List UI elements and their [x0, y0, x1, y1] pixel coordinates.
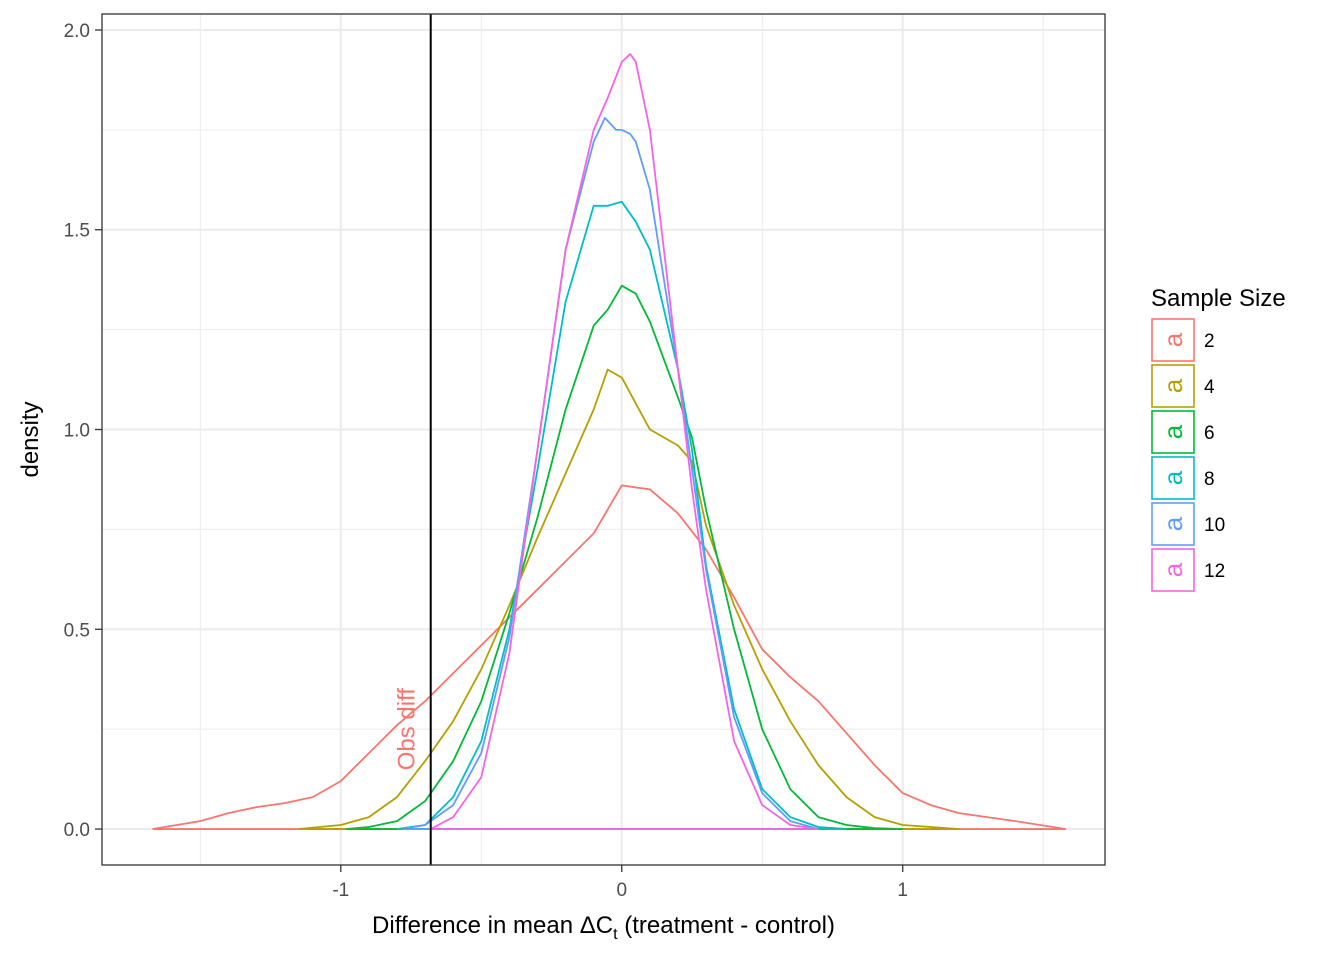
x-axis-title-suffix: (treatment - control)	[618, 912, 835, 939]
density-line-n2	[152, 484, 1066, 830]
legend-key-glyph: a	[1158, 378, 1188, 393]
y-tick-label: 0.0	[64, 820, 90, 841]
legend-title: Sample Size	[1151, 285, 1286, 312]
axes: -1 0 1 0.0 0.5 1.0 1.5 2.0	[64, 21, 908, 901]
x-axis-title: Difference in mean ΔCt (treatment - cont…	[372, 912, 835, 943]
legend-key-n2	[1151, 318, 1195, 362]
legend-label-n10: 10	[1204, 515, 1225, 536]
legend-label-n8: 8	[1204, 469, 1215, 490]
y-tick-label: 0.5	[64, 620, 90, 641]
x-tick-label: 0	[616, 880, 627, 901]
x-axis-title-subscript: t	[613, 926, 618, 943]
x-axis-title-var: C	[596, 912, 613, 939]
legend: Sample Size a 2 a 4 a 6 a 8 a 10 a 12	[1151, 285, 1286, 592]
x-tick-label: 1	[897, 880, 908, 901]
legend-key-glyph: a	[1158, 562, 1188, 577]
density-line-n10	[402, 117, 819, 830]
density-line-n12	[430, 53, 819, 830]
x-axis-title-delta: Δ	[580, 912, 596, 939]
density-line-n6	[346, 284, 903, 830]
series-lines	[152, 53, 1066, 830]
legend-key-n10	[1151, 502, 1195, 546]
x-tick-label: -1	[332, 880, 349, 901]
legend-label-n4: 4	[1204, 377, 1215, 398]
legend-key-n4	[1151, 364, 1195, 408]
legend-key-n6	[1151, 410, 1195, 454]
grid-lines	[102, 14, 1105, 865]
y-tick-label: 1.0	[64, 421, 90, 442]
legend-key-glyph: a	[1158, 470, 1188, 485]
y-tick-label: 1.5	[64, 221, 90, 242]
legend-key-glyph: a	[1158, 332, 1188, 347]
legend-label-n6: 6	[1204, 423, 1215, 444]
panel-border	[101, 13, 1106, 866]
legend-key-glyph: a	[1158, 424, 1188, 439]
obs-diff-annotation: Obs diff	[394, 688, 421, 771]
legend-key-n12	[1151, 548, 1195, 592]
legend-key-n8	[1151, 456, 1195, 500]
legend-label-n12: 12	[1204, 561, 1225, 582]
y-axis-title: density	[17, 401, 44, 477]
y-tick-label: 2.0	[64, 21, 90, 42]
x-axis-title-prefix: Difference in mean	[372, 912, 580, 939]
density-line-n8	[396, 200, 847, 830]
legend-label-n2: 2	[1204, 331, 1215, 352]
legend-key-glyph: a	[1158, 516, 1188, 531]
